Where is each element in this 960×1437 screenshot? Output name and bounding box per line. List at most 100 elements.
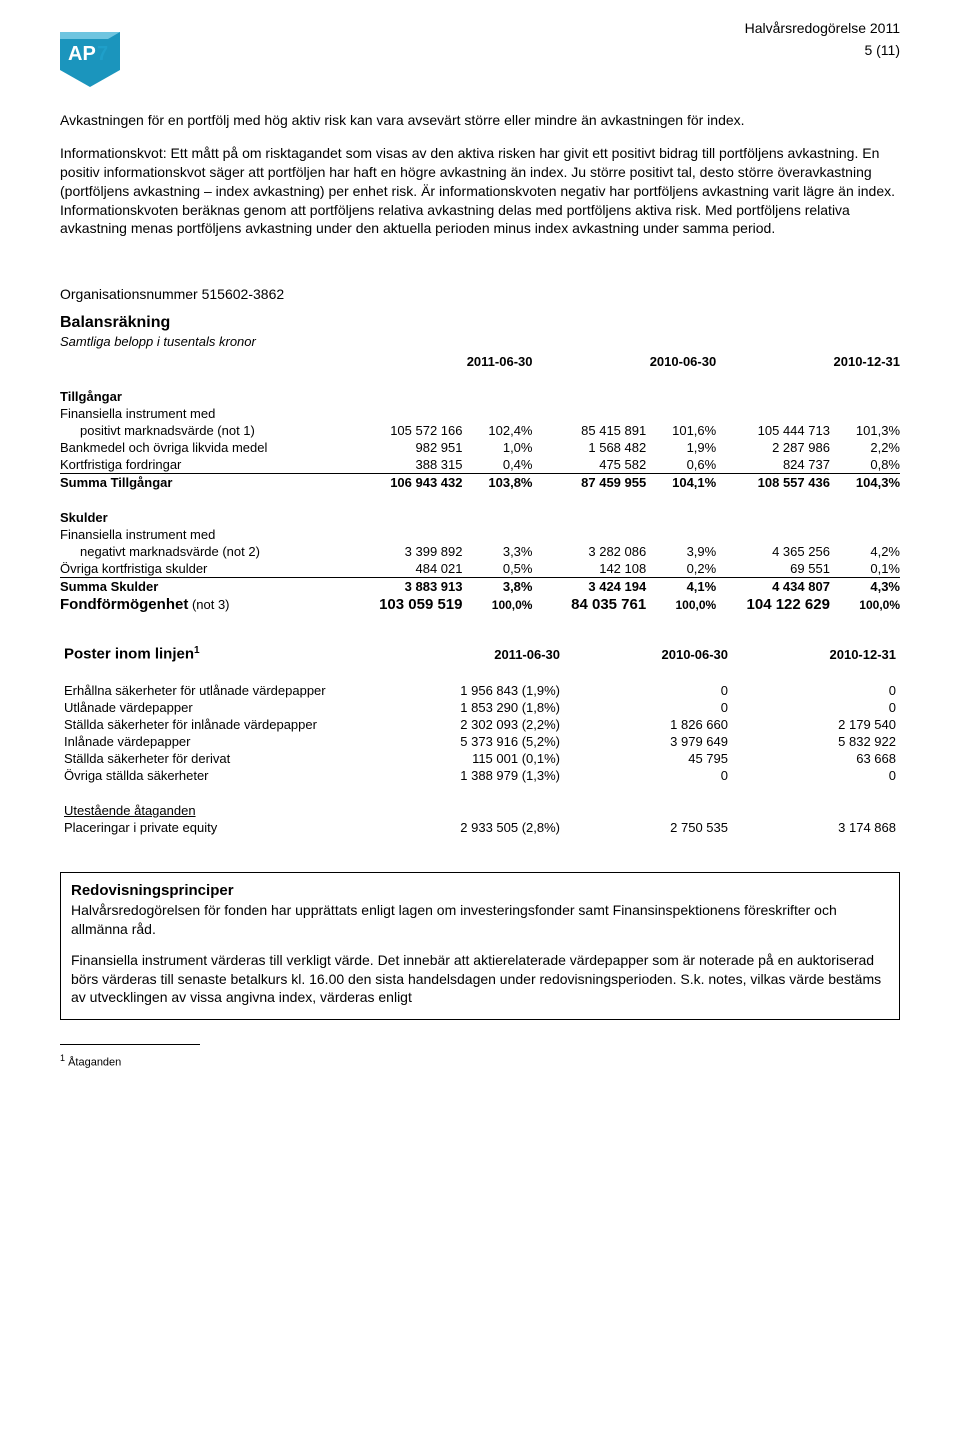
cell: 982 951 [349, 439, 463, 456]
row-label: Inlånade värdepapper [60, 733, 396, 750]
paragraph-1: Avkastningen för en portfölj med hög akt… [60, 111, 900, 130]
cell: 87 459 955 [532, 474, 646, 492]
cell: 115 001 (0,1%) [396, 750, 564, 767]
cell [830, 405, 900, 422]
cell: 63 668 [732, 750, 900, 767]
cell: 106 943 432 [349, 474, 463, 492]
cell: 475 582 [532, 456, 646, 474]
cell: 103,8% [463, 474, 533, 492]
cell [532, 526, 646, 543]
cell [716, 405, 830, 422]
cell: 103 059 519 [349, 595, 463, 614]
cell: 0,6% [646, 456, 716, 474]
page-number: 5 (11) [745, 42, 900, 58]
cell [830, 526, 900, 543]
cell [716, 526, 830, 543]
svg-text:AP: AP [68, 43, 96, 65]
cell [646, 526, 716, 543]
ap7-logo: AP 7 [60, 32, 120, 87]
cell: 4 365 256 [716, 543, 830, 560]
cell: 0,4% [463, 456, 533, 474]
row-label: Finansiella instrument med [60, 405, 349, 422]
cell: 108 557 436 [716, 474, 830, 492]
cell: 3 174 868 [732, 819, 900, 836]
cell: 0 [732, 682, 900, 699]
row-label: Finansiella instrument med [60, 526, 349, 543]
cell: 85 415 891 [532, 422, 646, 439]
cell: 102,4% [463, 422, 533, 439]
cell: 3 883 913 [349, 578, 463, 596]
cell: 101,3% [830, 422, 900, 439]
cell: 3 424 194 [532, 578, 646, 596]
row-label: Ställda säkerheter för derivat [60, 750, 396, 767]
cell: 2 287 986 [716, 439, 830, 456]
cell: 3,8% [463, 578, 533, 596]
cell: 0 [564, 699, 732, 716]
poster-table: Poster inom linjen1 2011-06-30 2010-06-3… [60, 644, 900, 835]
balance-subtitle: Samtliga belopp i tusentals kronor [60, 334, 900, 349]
row-label: negativt marknadsvärde (not 2) [60, 543, 349, 560]
poster-date-3: 2010-12-31 [732, 644, 900, 663]
cell: 0 [564, 682, 732, 699]
footnote-text: Åtaganden [65, 1057, 121, 1069]
row-label: Utlånade värdepapper [60, 699, 396, 716]
doc-title: Halvårsredogörelse 2011 [745, 20, 900, 36]
paragraph-2: Informationskvot: Ett mått på om risktag… [60, 144, 900, 238]
cell: 388 315 [349, 456, 463, 474]
cell: 2 302 093 (2,2%) [396, 716, 564, 733]
cell: 824 737 [716, 456, 830, 474]
cell: 3 282 086 [532, 543, 646, 560]
cell: 0,5% [463, 560, 533, 578]
cell: 104 122 629 [716, 595, 830, 614]
cell: 0 [732, 699, 900, 716]
footnote-rule [60, 1044, 200, 1045]
row-label: positivt marknadsvärde (not 1) [60, 422, 349, 439]
balance-table: 2011-06-30 2010-06-30 2010-12-31 Tillgån… [60, 353, 900, 614]
poster-sub-label: Placeringar i private equity [60, 819, 396, 836]
poster-sup: 1 [194, 645, 200, 656]
row-label: Övriga kortfristiga skulder [60, 560, 349, 578]
cell: 5 832 922 [732, 733, 900, 750]
cell: 0,1% [830, 560, 900, 578]
row-label: Kortfristiga fordringar [60, 456, 349, 474]
cell: 0 [564, 767, 732, 784]
box-title: Redovisningsprinciper [71, 881, 889, 901]
footnote: 1 Åtaganden [60, 1053, 900, 1069]
cell: 2,2% [830, 439, 900, 456]
cell: 1 853 290 (1,8%) [396, 699, 564, 716]
poster-date-1: 2011-06-30 [396, 644, 564, 663]
cell [463, 405, 533, 422]
cell: 1 956 843 (1,9%) [396, 682, 564, 699]
cell: 105 572 166 [349, 422, 463, 439]
cell: 4,1% [646, 578, 716, 596]
cell: 101,6% [646, 422, 716, 439]
cell: 45 795 [564, 750, 732, 767]
poster-title: Poster inom linjen [64, 646, 194, 663]
row-label: Ställda säkerheter för inlånade värdepap… [60, 716, 396, 733]
box-p2: Finansiella instrument värderas till ver… [71, 951, 889, 1008]
cell: 3 399 892 [349, 543, 463, 560]
balance-title: Balansräkning [60, 314, 900, 332]
cell: 2 179 540 [732, 716, 900, 733]
date-col-1: 2011-06-30 [349, 353, 533, 370]
row-label: Bankmedel och övriga likvida medel [60, 439, 349, 456]
assets-sum-label: Summa Tillgångar [60, 474, 349, 492]
cell: 2 750 535 [564, 819, 732, 836]
cell: 0 [732, 767, 900, 784]
cell: 4 434 807 [716, 578, 830, 596]
poster-date-2: 2010-06-30 [564, 644, 732, 663]
org-number: Organisationsnummer 515602-3862 [60, 286, 900, 302]
cell: 104,3% [830, 474, 900, 492]
svg-text:7: 7 [97, 43, 108, 65]
cell: 4,2% [830, 543, 900, 560]
cell: 484 021 [349, 560, 463, 578]
cell: 100,0% [830, 595, 900, 614]
cell [349, 405, 463, 422]
date-col-2: 2010-06-30 [532, 353, 716, 370]
cell: 104,1% [646, 474, 716, 492]
box-p1: Halvårsredogörelsen för fonden har upprä… [71, 901, 889, 939]
liab-sum-label: Summa Skulder [60, 578, 349, 596]
cell [463, 526, 533, 543]
principles-box: Redovisningsprinciper Halvårsredogörelse… [60, 872, 900, 1021]
cell: 5 373 916 (5,2%) [396, 733, 564, 750]
